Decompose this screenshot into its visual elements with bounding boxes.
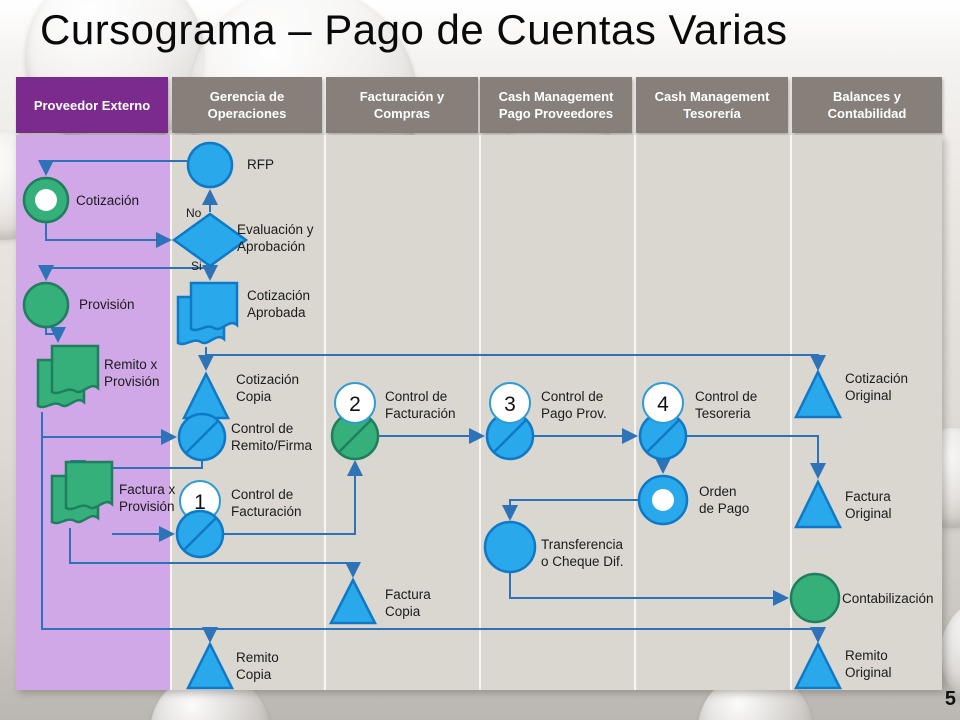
connector-control-1-to-control-2	[223, 460, 363, 535]
cotizacion-copia-triangle	[181, 371, 231, 420]
lane-separator	[324, 135, 326, 690]
contabilizacion-label: Contabilización	[842, 591, 934, 606]
control-pago-3-label: Control de Pago Prov.	[541, 389, 607, 421]
contabilizacion-circle	[789, 572, 841, 624]
column-header-proveedor-externo: Proveedor Externo	[16, 77, 168, 133]
factura-original-triangle	[793, 479, 843, 529]
lane-separator	[790, 135, 792, 690]
connector-remito-docs-to-control-remito	[41, 412, 177, 445]
control-4: 4	[638, 382, 688, 461]
nodes: 1 2 3 4	[22, 141, 843, 690]
orden-de-pago-label: Orden de Pago	[699, 484, 750, 516]
factura-x-provision-documents	[50, 460, 114, 525]
connector-orden-to-transferencia	[502, 499, 638, 521]
control-3-number-circle	[489, 382, 531, 424]
connector-control-4-to-factura-original	[686, 435, 826, 479]
lane-separator	[170, 135, 172, 690]
connectors	[38, 160, 826, 643]
branch-si-label: Si	[191, 259, 202, 273]
connector-rfp-to-cotizacion	[38, 160, 187, 176]
cotizacion-inner-dot	[35, 189, 57, 211]
column-header-balances-contabilidad: Balances y Contabilidad	[792, 77, 942, 133]
provision-label: Provisión	[79, 297, 135, 312]
branch-no-label: No	[186, 206, 202, 220]
document-front	[50, 344, 100, 395]
control-2: 2	[330, 382, 380, 461]
control-2-number: 2	[349, 393, 361, 416]
control-remito-circle	[177, 412, 227, 462]
control-4-number: 4	[657, 393, 669, 416]
control-remito-label: Control de Remito/Firma	[231, 421, 313, 453]
remito-x-provision-label: Remito x Provisión	[104, 357, 160, 389]
lane-separator	[479, 135, 481, 690]
control-3: 3	[485, 382, 535, 461]
page-title: Cursograma – Pago de Cuentas Varias	[40, 6, 788, 53]
provision-circle	[22, 281, 70, 329]
column-header-cash-tesoreria: Cash Management Tesorería	[636, 77, 788, 133]
control-1: 1	[175, 480, 225, 559]
connector-transferencia-to-contabilizacion	[509, 572, 789, 606]
remito-x-provision-documents	[36, 344, 100, 409]
cotizacion-label: Cotización	[76, 193, 140, 208]
control-1-number: 1	[194, 491, 206, 514]
transferencia-circle	[483, 520, 537, 574]
cotizacion-copia-label: Cotización Copia	[236, 372, 300, 404]
rfp-label: RFP	[247, 157, 274, 172]
document-front	[64, 460, 114, 511]
orden-de-pago-inner-dot	[652, 489, 674, 511]
control-3-number: 3	[504, 393, 516, 416]
control-facturacion-2-label: Control de Facturación	[385, 389, 456, 421]
factura-x-provision-label: Factura x Provisión	[119, 482, 176, 514]
connector-cotizacion-to-evaluacion	[45, 222, 172, 248]
connector-evaluacion-si-to-provision	[38, 265, 211, 281]
remito-copia-triangle	[185, 641, 235, 690]
cotizacion-aprobada-documents	[176, 281, 239, 346]
page-number: 5	[944, 688, 956, 710]
remito-original-triangle	[793, 641, 843, 690]
remito-original-label: Remito Original	[845, 648, 892, 680]
control-2-number-circle	[334, 382, 376, 424]
column-header-facturacion-compras: Facturación y Compras	[326, 77, 478, 133]
lane-separator	[634, 135, 636, 690]
transferencia-label: Transferencia o Cheque Dif.	[541, 537, 624, 569]
factura-original-label: Factura Original	[845, 489, 892, 521]
connector-aprobada-to-cotizacion-original	[205, 347, 826, 371]
connector-provision-to-remito-docs	[45, 327, 66, 343]
evaluacion-diamond	[171, 212, 249, 268]
control-tesoreria-4-label: Control de Tesoreria	[695, 389, 758, 421]
factura-copia-triangle	[328, 577, 378, 625]
factura-copia-label: Factura Copia	[385, 587, 431, 619]
control-facturacion-1-label: Control de Facturación	[231, 487, 302, 519]
evaluacion-label: Evaluación y Aprobación	[237, 222, 314, 254]
rfp-circle	[186, 141, 234, 189]
cotizacion-original-triangle	[793, 369, 843, 419]
column-header-cash-pago-proveedores: Cash Management Pago Proveedores	[480, 77, 632, 133]
connector-bottom-to-remito-original	[41, 437, 826, 643]
control-4-number-circle	[642, 382, 684, 424]
remito-copia-label: Remito Copia	[236, 650, 279, 682]
connector-factura-docs-to-factura-copia	[69, 528, 361, 578]
document-front	[189, 281, 239, 332]
cotizacion-aprobada-label: Cotización Aprobada	[247, 288, 311, 320]
column-header-gerencia-operaciones: Gerencia de Operaciones	[172, 77, 322, 133]
cotizacion-original-label: Cotización Original	[845, 371, 909, 403]
